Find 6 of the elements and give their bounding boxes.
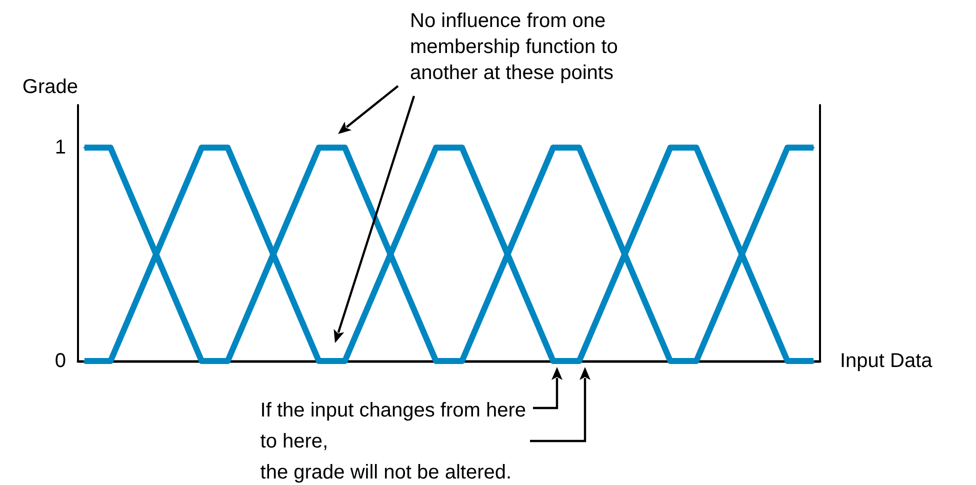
text: If the input changes from here to here, the grade will not be altered. (260, 400, 526, 484)
y-tick-label: 1 (54, 136, 66, 159)
y-tick-label: 0 (54, 350, 66, 372)
y-axis-title: Grade (22, 76, 78, 98)
x-axis-title: Input Data (840, 350, 934, 372)
text: No influence from one membership function to another at these points (410, 10, 618, 84)
